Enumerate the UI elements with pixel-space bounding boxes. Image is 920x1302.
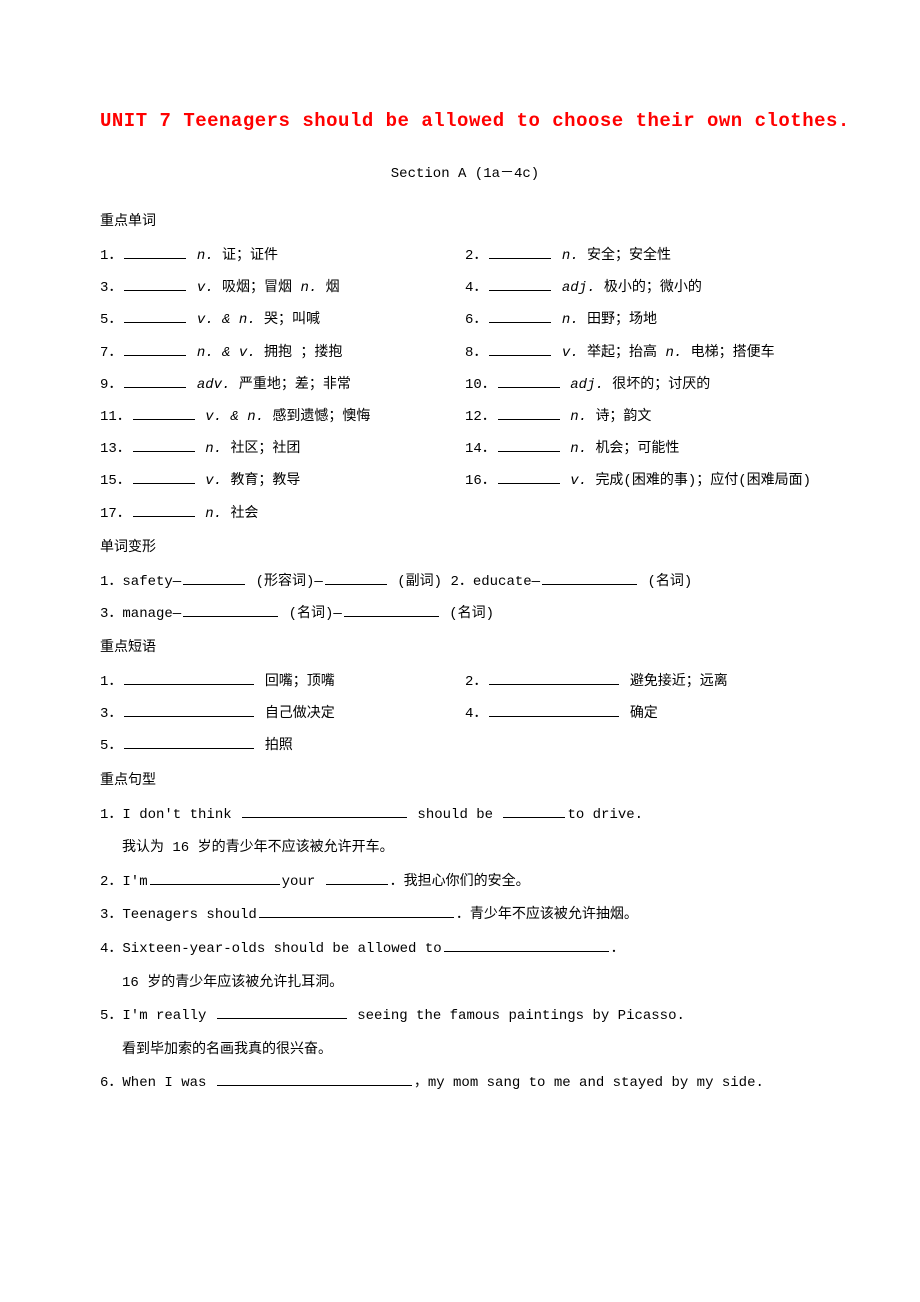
vocab-item: 16． v. 完成(困难的事)；应付(困难局面) — [465, 465, 830, 497]
vocab-item: 2． n. 安全；安全性 — [465, 240, 830, 272]
sentences-heading: 重点句型 — [100, 769, 830, 789]
vocab-item: 14． n. 机会；可能性 — [465, 433, 830, 465]
phrase-item: 2． 避免接近；远离 — [465, 666, 830, 698]
vocab-item: 6． n. 田野；场地 — [465, 304, 830, 336]
worksheet-page: UNIT 7 Teenagers should be allowed to ch… — [0, 0, 920, 1302]
forms-heading: 单词变形 — [100, 536, 830, 556]
vocab-item: 15． v. 教育；教导 — [100, 465, 465, 497]
phrase-item: 1． 回嘴；顶嘴 — [100, 666, 465, 698]
form-item: 1．safety— (形容词)— (副词) 2．educate— (名词) — [100, 566, 830, 598]
phrase-item: 4． 确定 — [465, 698, 830, 730]
vocab-item: 7． n. & v. 拥抱 ；搂抱 — [100, 337, 465, 369]
sentence-item: 5．I'm really seeing the famous paintings… — [100, 1000, 830, 1034]
sentence-item: 1．I don't think should be to drive. — [100, 799, 830, 833]
vocab-item: 13． n. 社区；社团 — [100, 433, 465, 465]
sentence-item: 4．Sixteen­-year­-olds should be allowed … — [100, 933, 830, 967]
vocab-item: 17． n. 社会 — [100, 498, 465, 530]
vocab-heading: 重点单词 — [100, 210, 830, 230]
vocab-item: 12． n. 诗；韵文 — [465, 401, 830, 433]
phrase-item: 5． 拍照 — [100, 730, 465, 762]
sentence-list: 1．I don't think should be to drive. 我认为 … — [100, 799, 830, 1101]
vocab-item: 3． v. 吸烟；冒烟 n. 烟 — [100, 272, 465, 304]
vocab-item: 9． adv. 严重地；差；非常 — [100, 369, 465, 401]
vocab-item: 4． adj. 极小的；微小的 — [465, 272, 830, 304]
sentence-item: 2．I'myour ．我担心你们的安全。 — [100, 866, 830, 900]
sentence-translation: 16 岁的青少年应该被允许扎耳洞。 — [100, 967, 830, 1001]
phrase-item: 3． 自己做决定 — [100, 698, 465, 730]
vocab-item: 10． adj. 很坏的；讨厌的 — [465, 369, 830, 401]
vocab-item: 8． v. 举起；抬高 n. 电梯；搭便车 — [465, 337, 830, 369]
sentence-translation: 我认为 16 岁的青少年不应该被允许开车。 — [100, 832, 830, 866]
vocab-list: 1． n. 证；证件 2． n. 安全；安全性 3． v. 吸烟；冒烟 n. 烟… — [100, 240, 830, 530]
section-subtitle: Section A (1a－4c) — [100, 162, 830, 182]
vocab-item: 11． v. & n. 感到遗憾；懊悔 — [100, 401, 465, 433]
form-item: 3．manage— (名词)— (名词) — [100, 598, 830, 630]
sentence-translation: 看到毕加索的名画我真的很兴奋。 — [100, 1034, 830, 1068]
phrases-heading: 重点短语 — [100, 636, 830, 656]
forms-list: 1．safety— (形容词)— (副词) 2．educate— (名词) 3．… — [100, 566, 830, 630]
vocab-item: 1． n. 证；证件 — [100, 240, 465, 272]
unit-title: UNIT 7 Teenagers should be allowed to ch… — [100, 110, 830, 132]
sentence-item: 3．Teenagers should．青少年不应该被允许抽烟。 — [100, 899, 830, 933]
phrases-list: 1． 回嘴；顶嘴 2． 避免接近；远离 3． 自己做决定 4． 确定 5． 拍照 — [100, 666, 830, 763]
vocab-item: 5． v. & n. 哭；叫喊 — [100, 304, 465, 336]
sentence-item: 6．When I was ，my mom sang to me and stay… — [100, 1067, 830, 1101]
